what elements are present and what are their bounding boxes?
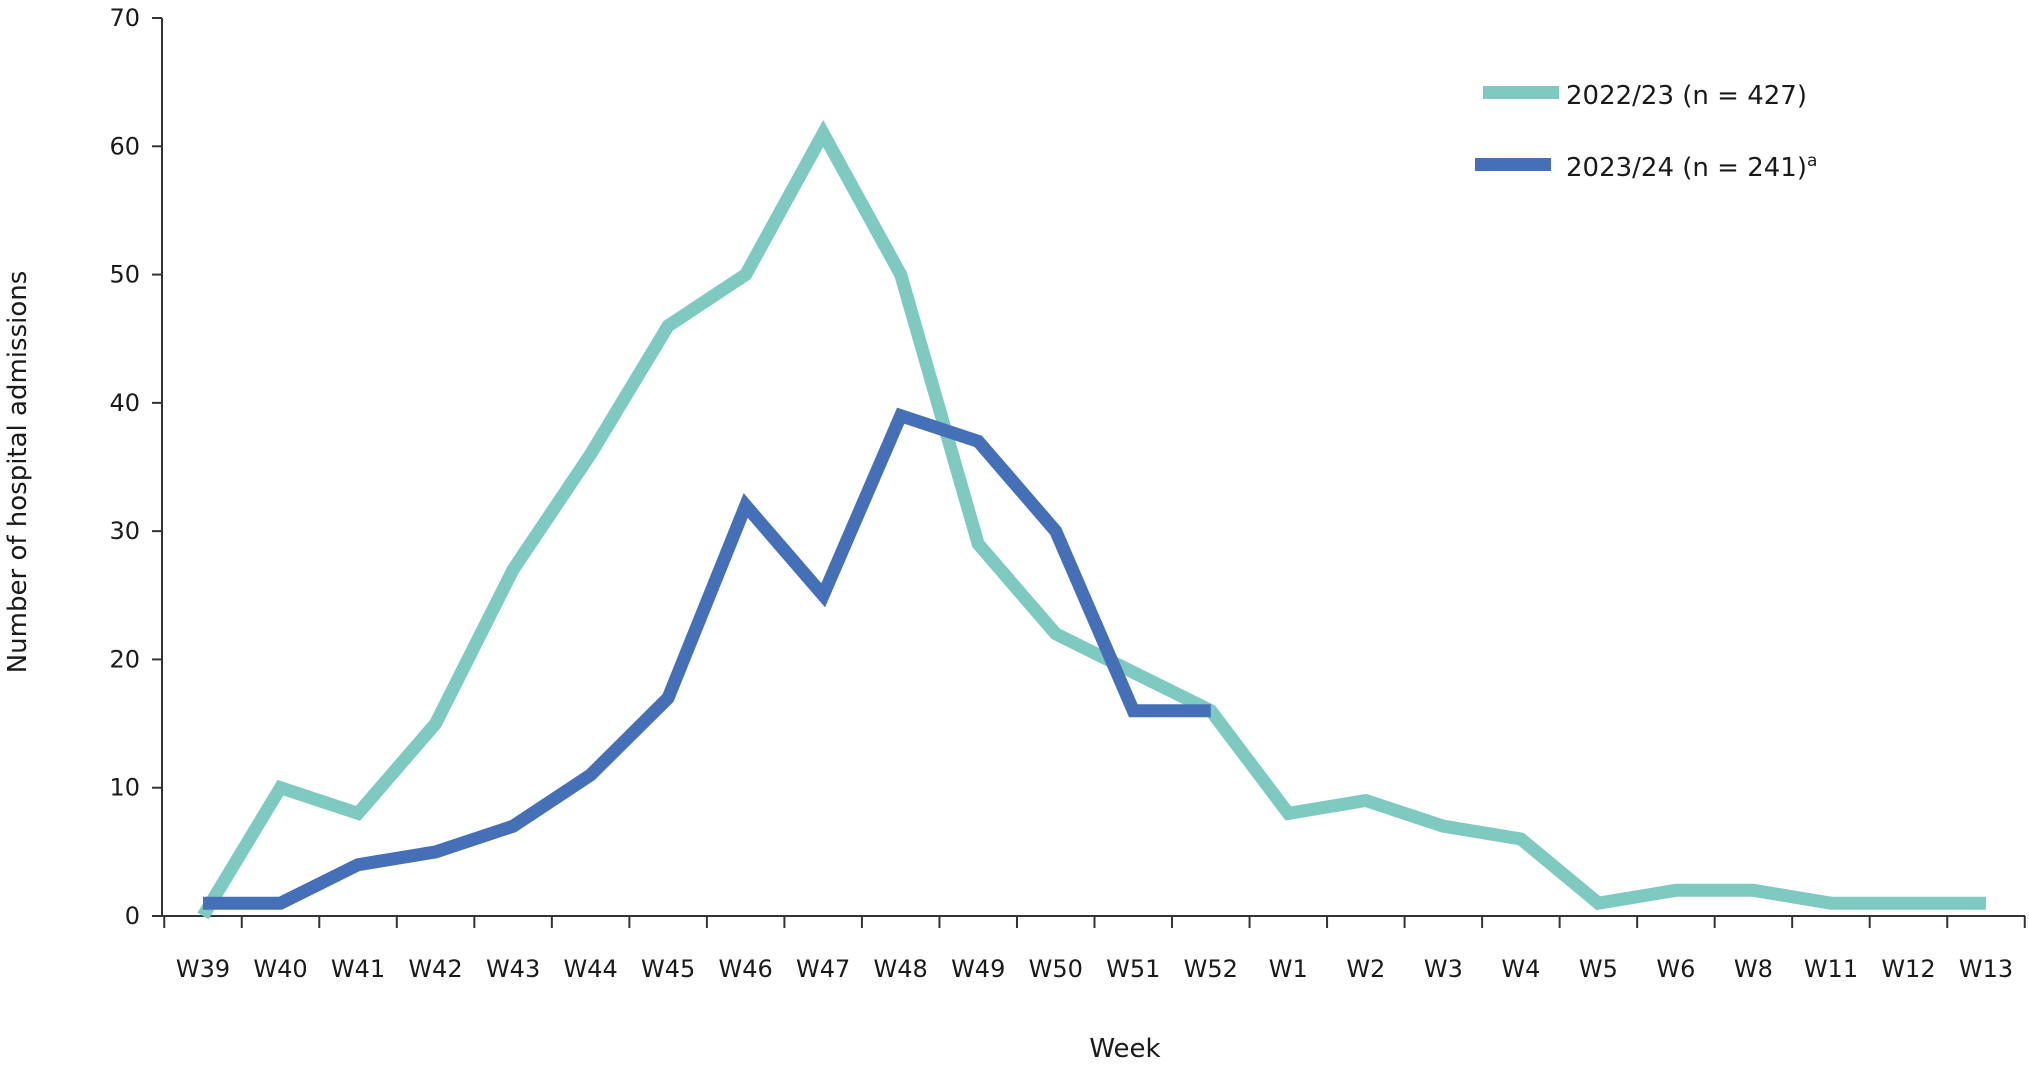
x-tick-label: W12 <box>1881 955 1935 983</box>
y-tick-label: 70 <box>109 4 140 32</box>
x-tick-label: W49 <box>951 955 1005 983</box>
x-tick-label: W40 <box>253 955 307 983</box>
x-tick-label: W47 <box>796 955 850 983</box>
y-axis-ticks: 0 10 20 30 40 50 60 70 <box>109 4 162 930</box>
y-tick-label: 50 <box>109 261 140 289</box>
x-tick-label: W44 <box>563 955 617 983</box>
x-tick-label: W42 <box>408 955 462 983</box>
x-tick-label: W45 <box>641 955 695 983</box>
y-tick-label: 30 <box>109 517 140 545</box>
y-tick-label: 0 <box>125 902 140 930</box>
y-axis-label: Number of hospital admissions <box>3 271 33 674</box>
x-axis-label: Week <box>1089 1034 1160 1064</box>
x-tick-label: W41 <box>331 955 385 983</box>
x-tick-label: W5 <box>1579 955 1618 983</box>
legend-label: 2023/24 (n = 241)a <box>1566 151 1817 183</box>
x-tick-label: W2 <box>1346 955 1385 983</box>
legend-swatch <box>1475 158 1551 171</box>
x-tick-label: W11 <box>1804 955 1858 983</box>
series-line-0 <box>197 119 1986 920</box>
legend: 2022/23 (n = 427) 2023/24 (n = 241)a <box>1475 81 1817 183</box>
legend-footnote: a <box>1807 151 1817 171</box>
legend-label: 2022/23 (n = 427) <box>1566 81 1807 111</box>
x-tick-label: W6 <box>1656 955 1695 983</box>
legend-swatch <box>1483 86 1559 99</box>
x-tick-label: W39 <box>176 955 230 983</box>
x-tick-label: W8 <box>1734 955 1773 983</box>
x-tick-label: W43 <box>486 955 540 983</box>
x-tick-label: W3 <box>1424 955 1463 983</box>
x-tick-label: W4 <box>1501 955 1540 983</box>
series-line-1 <box>203 407 1211 910</box>
y-tick-label: 60 <box>109 132 140 160</box>
x-tick-label: W51 <box>1106 955 1160 983</box>
x-tick-label: W46 <box>719 955 773 983</box>
series-lines <box>197 119 1986 920</box>
x-tick-label: W48 <box>874 955 928 983</box>
y-tick-label: 40 <box>109 389 140 417</box>
x-tick-label: W1 <box>1269 955 1308 983</box>
y-tick-label: 20 <box>109 645 140 673</box>
x-tick-label: W13 <box>1959 955 2013 983</box>
x-tick-label: W50 <box>1029 955 1083 983</box>
x-tick-label: W52 <box>1184 955 1238 983</box>
x-axis-ticks: W39 W40 W41 W42 W43 W44 W45 W46 W47 W48 W49 W50 W51 W… <box>163 916 2026 983</box>
y-tick-label: 10 <box>109 774 140 802</box>
